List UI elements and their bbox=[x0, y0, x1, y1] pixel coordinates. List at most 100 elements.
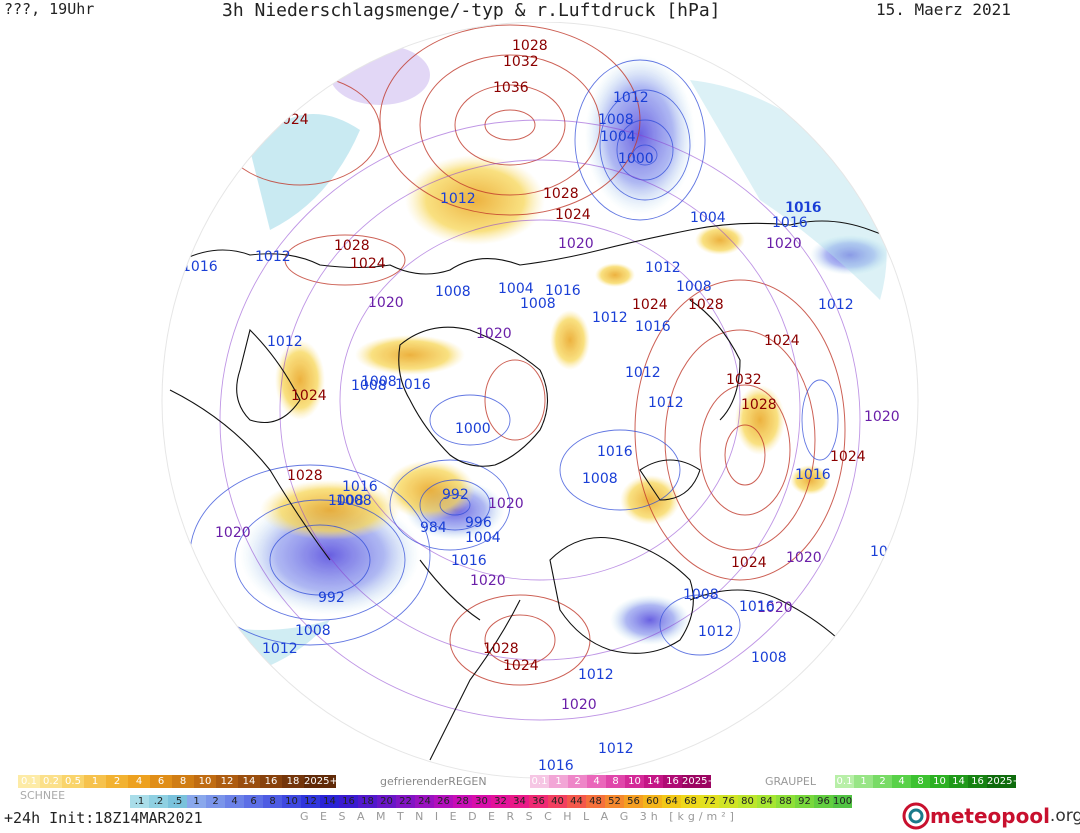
legend-freezing-label: gefrierenderREGEN bbox=[380, 775, 487, 788]
isobar-label: 1012 bbox=[870, 544, 906, 560]
legend-bin: .2 bbox=[149, 795, 168, 808]
legend-freezing-scale: 0.1 1 2 4 8 10 14 16 2025+ bbox=[530, 775, 716, 788]
legend-bin: 6 bbox=[244, 795, 263, 808]
isobar-label: 1000 bbox=[618, 151, 654, 167]
legend-bin: 4 bbox=[892, 775, 911, 788]
legend-bin: 14 bbox=[644, 775, 663, 788]
isobar-label: 992 bbox=[442, 487, 469, 503]
legend-bin: 6 bbox=[150, 775, 172, 788]
legend-total-scale: .1.2.5 1 2 4 6 8 10 12 14 16 18 20 22 24 26 28 30 32 34 36 4… bbox=[130, 795, 852, 808]
isobar-label: 1016 bbox=[342, 479, 378, 495]
isobar-label: 1004 bbox=[498, 281, 534, 297]
legend-bin: 26 bbox=[434, 795, 453, 808]
isobar-label: 1028 bbox=[512, 38, 548, 54]
legend-bin: 12 bbox=[301, 795, 320, 808]
isobar-label: 1020 bbox=[561, 697, 597, 713]
map-title: 3h Niederschlagsmenge/-typ & r.Luftdruck… bbox=[222, 0, 721, 21]
legend-bin: 8 bbox=[172, 775, 194, 788]
legend-graupel-label: GRAUPEL bbox=[765, 775, 817, 788]
isobars-mid bbox=[219, 119, 861, 721]
legend-bin: 1 bbox=[854, 775, 873, 788]
logo-suffix: .org bbox=[1049, 806, 1080, 826]
isobar-label: 1016 bbox=[739, 599, 775, 615]
isobar-label: 1028 bbox=[287, 468, 323, 484]
isobar-label: 1028 bbox=[334, 238, 370, 254]
legend-bin: 1 bbox=[187, 795, 206, 808]
legend-bin: 2 bbox=[568, 775, 587, 788]
isobar-label: 1024 bbox=[731, 555, 767, 571]
isobar-label: 1024 bbox=[291, 388, 327, 404]
isobar-label: 1020 bbox=[488, 496, 524, 512]
isobar-label: 1016 bbox=[785, 200, 821, 216]
legend-bin: 14 bbox=[320, 795, 339, 808]
isobar-label: 1008 bbox=[361, 374, 397, 390]
legend-graupel-scale: 0.1 1 2 4 8 10 14 16 2025+ bbox=[835, 775, 1021, 788]
isobar-label: 1020 bbox=[558, 236, 594, 252]
init-time-label: +24h Init:18Z14MAR2021 bbox=[4, 809, 203, 827]
legend-bin: 52 bbox=[605, 795, 624, 808]
legend-bin: 14 bbox=[238, 775, 260, 788]
legend-bin: 88 bbox=[776, 795, 795, 808]
legend-bin: 0.1 bbox=[18, 775, 40, 788]
isobar-label: 1008 bbox=[295, 623, 331, 639]
isobars-low bbox=[189, 59, 839, 656]
isobar-label: 1004 bbox=[690, 210, 726, 226]
isobar-label: 1024 bbox=[632, 297, 668, 313]
legend-bin: 22 bbox=[396, 795, 415, 808]
legend-bin: 44 bbox=[567, 795, 586, 808]
isobar-label: 1004 bbox=[465, 530, 501, 546]
isobar-label: 1008 bbox=[676, 279, 712, 295]
logo-text: meteopool bbox=[930, 804, 1050, 828]
isobar-label: 1012 bbox=[645, 260, 681, 276]
legend-bin: 10 bbox=[282, 795, 301, 808]
isobar-label: 1024 bbox=[273, 112, 309, 128]
legend-bin: 4 bbox=[587, 775, 606, 788]
legend-bin: 8 bbox=[263, 795, 282, 808]
legend-bin: 0.1 bbox=[835, 775, 854, 788]
isobar-label: 1012 bbox=[648, 395, 684, 411]
legend-bin: 60 bbox=[643, 795, 662, 808]
isobar-label: 1012 bbox=[267, 334, 303, 350]
isobar-label: 1012 bbox=[698, 624, 734, 640]
isobar-label: 1008 bbox=[328, 493, 364, 509]
isobar-label: 992 bbox=[318, 590, 345, 606]
precip-snow-areas bbox=[260, 155, 830, 540]
isobar-label: 1012 bbox=[592, 310, 628, 326]
isobar-label: 1020 bbox=[215, 525, 251, 541]
isobar-label: 1012 bbox=[440, 191, 476, 207]
legend-bin: 2 bbox=[106, 775, 128, 788]
legend-bin: .5 bbox=[168, 795, 187, 808]
isobar-label: 1028 bbox=[543, 186, 579, 202]
isobar-label: 1012 bbox=[255, 249, 291, 265]
legend-bin: 24 bbox=[415, 795, 434, 808]
legend-bin: 96 bbox=[814, 795, 833, 808]
legend-bin: 2025+ bbox=[304, 775, 338, 788]
legend-bin: 100 bbox=[833, 795, 853, 808]
isobar-label: 1024 bbox=[350, 256, 386, 272]
legend-bin: 10 bbox=[194, 775, 216, 788]
isobar-label: 1036 bbox=[493, 80, 529, 96]
isobar-label: 1024 bbox=[764, 333, 800, 349]
legend-bin: 2 bbox=[873, 775, 892, 788]
legend-bin: .1 bbox=[130, 795, 149, 808]
meteopool-logo[interactable]: meteopool .org bbox=[902, 802, 1080, 830]
isobar-label: 1008 bbox=[582, 471, 618, 487]
isobar-label: 1016 bbox=[182, 259, 218, 275]
legend-bin: 14 bbox=[949, 775, 968, 788]
legend-bin: 32 bbox=[491, 795, 510, 808]
isobar-label: 1028 bbox=[741, 397, 777, 413]
legend-bin: 10 bbox=[930, 775, 949, 788]
isobar-label: 1020 bbox=[786, 550, 822, 566]
legend-bin: 2 bbox=[206, 795, 225, 808]
isobar-label: 1012 bbox=[818, 297, 854, 313]
legend-bin: 40 bbox=[548, 795, 567, 808]
legend-bin: 56 bbox=[624, 795, 643, 808]
coastlines bbox=[164, 220, 916, 761]
legend-bin: 2025+ bbox=[987, 775, 1021, 788]
isobar-label: 1032 bbox=[503, 54, 539, 70]
isobar-label: 1020 bbox=[368, 295, 404, 311]
forecast-time-label: ???, 19Uhr bbox=[4, 0, 95, 18]
legend-bin: 0.2 bbox=[40, 775, 62, 788]
